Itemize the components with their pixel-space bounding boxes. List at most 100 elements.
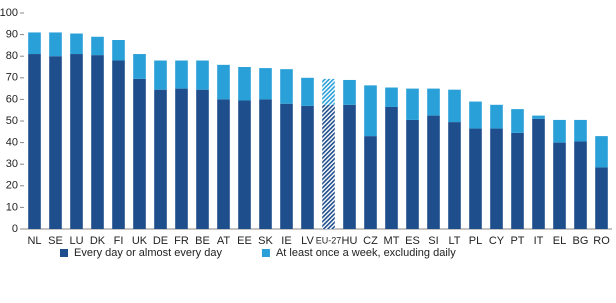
x-tick-label: PT	[510, 235, 524, 247]
bar-segment	[70, 33, 83, 55]
bar-segment	[28, 32, 41, 55]
bar-segment	[490, 128, 503, 229]
bar-segment	[385, 106, 398, 229]
x-tick-label: LV	[301, 235, 314, 247]
bar-segment	[91, 36, 104, 56]
x-tick-label: IE	[281, 235, 291, 247]
x-tick-label: NL	[27, 235, 41, 247]
x-tick-label: ES	[405, 235, 420, 247]
legend-swatch	[261, 249, 270, 257]
x-tick-label: AT	[217, 235, 231, 247]
bar-segment	[196, 89, 209, 230]
bar-segment	[112, 40, 125, 61]
x-tick-label: SK	[258, 235, 273, 247]
x-tick-label: SI	[428, 235, 438, 247]
bar-segment	[406, 119, 419, 229]
y-tick-label: 80	[6, 50, 18, 62]
bar-segment	[532, 118, 545, 229]
bar-segment	[70, 54, 83, 229]
x-tick-label: EE	[237, 235, 252, 247]
legend-label: At least once a week, excluding daily	[276, 247, 456, 259]
x-tick-label: LT	[448, 235, 460, 247]
bar-segment	[217, 64, 230, 100]
bar-segment	[469, 101, 482, 129]
x-tick-label: CZ	[363, 235, 378, 247]
legend-swatch	[60, 249, 68, 257]
bar-segment	[49, 32, 62, 57]
bar-segment	[406, 88, 419, 120]
x-tick-label: RO	[593, 235, 610, 247]
y-tick-label: 40	[6, 137, 18, 149]
bar-segment	[364, 136, 377, 229]
x-tick-label: CY	[489, 235, 505, 247]
bar-segment	[322, 104, 335, 229]
bar-segment	[469, 128, 482, 229]
bar-segment	[154, 60, 167, 90]
bar-segment	[133, 54, 146, 79]
bar-segment	[343, 104, 356, 229]
y-tick-label: 20	[6, 180, 18, 192]
y-tick-label: 70	[6, 72, 18, 84]
x-tick-label: HU	[342, 235, 358, 247]
x-tick-label: UK	[132, 235, 148, 247]
bar-segment	[385, 87, 398, 107]
bar-segment	[301, 105, 314, 229]
bar-segment	[595, 136, 608, 168]
x-tick-label: FR	[174, 235, 189, 247]
bar-segment	[511, 109, 524, 133]
bar-segment	[28, 54, 41, 229]
y-tick-label: 50	[6, 115, 18, 127]
bar-segment	[322, 78, 335, 105]
y-tick-label: 90	[6, 29, 18, 41]
bar-segment	[343, 79, 356, 105]
y-tick-label: 100	[0, 7, 18, 19]
bar-segment	[238, 100, 251, 229]
bar-segment	[595, 167, 608, 229]
x-tick-label: IT	[534, 235, 544, 247]
bar-segment	[112, 60, 125, 229]
bar-segment	[133, 78, 146, 229]
bar-segment	[553, 119, 566, 143]
x-tick-label: FI	[114, 235, 124, 247]
bar-segment	[217, 99, 230, 230]
bar-segment	[490, 104, 503, 129]
bar-segment	[553, 142, 566, 229]
y-tick-label: 60	[6, 93, 18, 105]
bar-segment	[91, 55, 104, 230]
legend-label: Every day or almost every day	[74, 247, 222, 259]
x-tick-label: LU	[69, 235, 83, 247]
y-tick-label: 10	[6, 201, 18, 213]
x-tick-label: PL	[469, 235, 482, 247]
bar-segment	[280, 103, 293, 229]
x-tick-label: DK	[90, 235, 106, 247]
bar-segment	[574, 141, 587, 229]
x-tick-label: EU-27	[316, 235, 342, 245]
bar-segment	[49, 56, 62, 230]
y-tick-label: 0	[12, 223, 18, 235]
x-tick-label: EL	[553, 235, 566, 247]
bar-segment	[259, 99, 272, 230]
x-tick-label: BG	[573, 235, 589, 247]
bar-segment	[574, 119, 587, 142]
bar-segment	[196, 60, 209, 90]
x-tick-label: BE	[195, 235, 210, 247]
bar-segment	[238, 67, 251, 101]
bar-segment	[448, 89, 461, 123]
x-tick-label: SE	[48, 235, 63, 247]
bar-segment	[280, 69, 293, 104]
bar-segment	[532, 115, 545, 119]
bar-segment	[427, 88, 440, 116]
bar-segment	[259, 68, 272, 100]
x-tick-label: DE	[153, 235, 168, 247]
y-tick-label: 30	[6, 158, 18, 170]
bar-segment	[448, 122, 461, 229]
bar-segment	[154, 89, 167, 230]
bar-segment	[175, 88, 188, 229]
bar-segment	[427, 115, 440, 229]
bar-segment	[175, 60, 188, 89]
bar-segment	[301, 77, 314, 106]
bar-segment	[511, 132, 524, 229]
x-tick-label: MT	[384, 235, 400, 247]
bar-segment	[364, 85, 377, 137]
